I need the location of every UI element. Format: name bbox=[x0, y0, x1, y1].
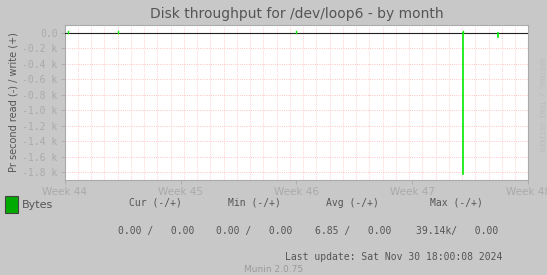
Text: 0.00 /   0.00: 0.00 / 0.00 bbox=[216, 226, 293, 236]
Text: Cur (-/+): Cur (-/+) bbox=[130, 198, 182, 208]
Title: Disk throughput for /dev/loop6 - by month: Disk throughput for /dev/loop6 - by mont… bbox=[150, 7, 443, 21]
Text: 6.85 /   0.00: 6.85 / 0.00 bbox=[315, 226, 391, 236]
Text: Max (-/+): Max (-/+) bbox=[430, 198, 483, 208]
Text: 0.00 /   0.00: 0.00 / 0.00 bbox=[118, 226, 194, 236]
Text: Avg (-/+): Avg (-/+) bbox=[327, 198, 379, 208]
Text: RRDTOOL / TOBI OETIKER: RRDTOOL / TOBI OETIKER bbox=[538, 58, 544, 151]
Bar bbox=[5, 196, 18, 213]
Text: Min (-/+): Min (-/+) bbox=[228, 198, 281, 208]
Text: Last update: Sat Nov 30 18:00:08 2024: Last update: Sat Nov 30 18:00:08 2024 bbox=[285, 252, 503, 262]
Text: Munin 2.0.75: Munin 2.0.75 bbox=[244, 265, 303, 274]
Text: 39.14k/   0.00: 39.14k/ 0.00 bbox=[416, 226, 498, 236]
Text: Bytes: Bytes bbox=[22, 200, 53, 210]
Y-axis label: Pr second read (-) / write (+): Pr second read (-) / write (+) bbox=[8, 32, 18, 172]
